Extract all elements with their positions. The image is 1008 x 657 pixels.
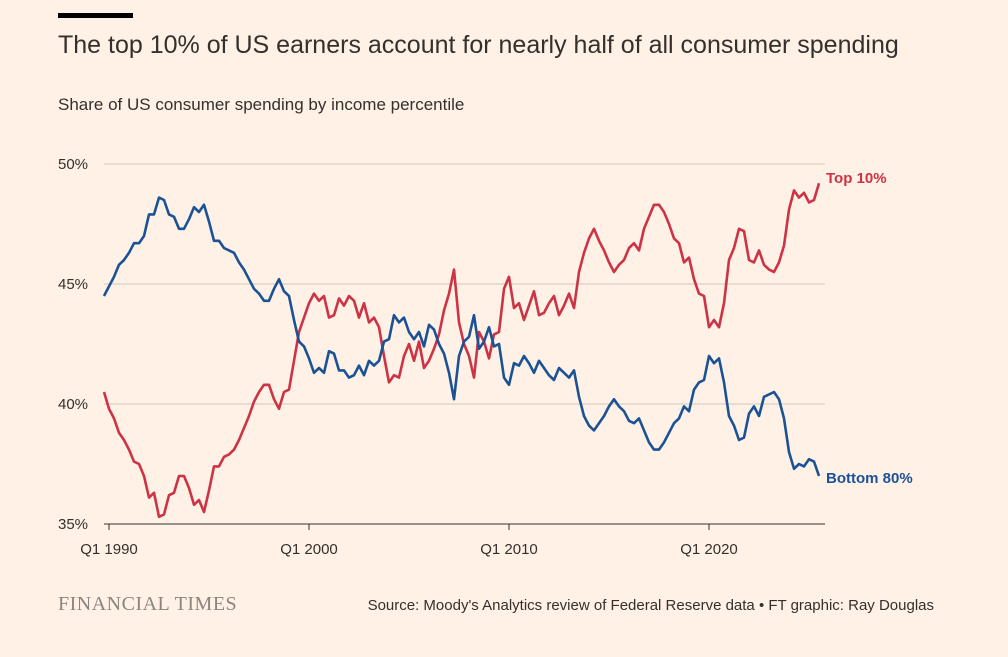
x-tick-label: Q1 2010 [480,541,538,558]
series-line-top-10 [102,182,821,519]
chart-title: The top 10% of US earners account for ne… [58,31,899,59]
x-axis: Q1 1990 Q1 2000 Q1 2010 Q1 2020 [80,523,825,558]
y-tick-label: 40% [58,396,88,413]
series-lines [102,182,821,519]
series-label-bottom-80: Bottom 80% [826,470,913,487]
x-tick-label: Q1 2000 [280,541,338,558]
chart-subtitle: Share of US consumer spending by income … [58,95,465,114]
series-line-bottom-80 [102,196,821,477]
y-tick-label: 35% [58,516,88,533]
y-tick-label: 45% [58,276,88,293]
y-tick-label: 50% [58,156,88,173]
ft-logo: FINANCIAL TIMES [58,593,238,615]
series-label-top-10: Top 10% [826,170,887,187]
x-tick-label: Q1 2020 [680,541,738,558]
x-tick-label: Q1 1990 [80,541,138,558]
ft-accent-bar [58,13,133,18]
grid-lines: 35% 40% 45% 50% [58,156,825,533]
source-note: Source: Moody's Analytics review of Fede… [367,597,934,614]
series-labels: Top 10% Bottom 80% [826,170,913,487]
